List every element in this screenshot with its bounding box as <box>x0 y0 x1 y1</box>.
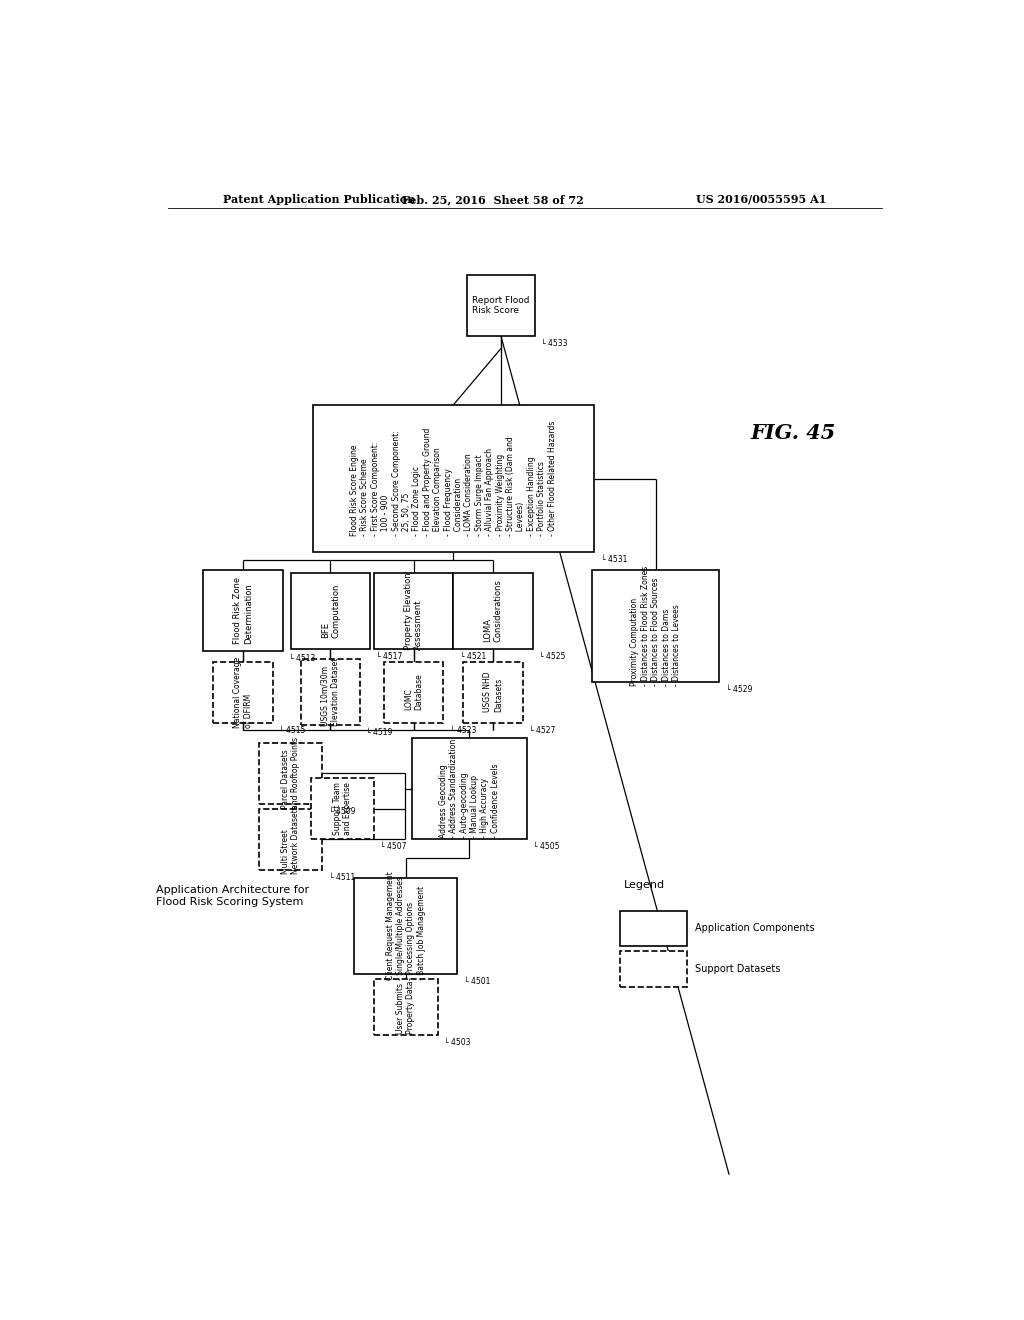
Text: USGS NHD
Datasets: USGS NHD Datasets <box>483 672 503 713</box>
Text: └ 4521: └ 4521 <box>460 652 486 661</box>
Text: └ 4501: └ 4501 <box>464 977 490 986</box>
Text: └ 4533: └ 4533 <box>541 339 567 348</box>
Text: User Submits
Property Data: User Submits Property Data <box>396 981 416 1034</box>
Text: National Coverage
of DFIRM: National Coverage of DFIRM <box>233 656 253 727</box>
Text: └ 4529: └ 4529 <box>726 685 752 694</box>
Bar <box>312 405 594 552</box>
Text: Legend: Legend <box>624 880 666 890</box>
Bar <box>204 570 283 651</box>
Bar <box>301 659 360 725</box>
Text: LOMC
Database: LOMC Database <box>404 673 423 710</box>
Bar <box>467 276 535 337</box>
Text: └ 4507: └ 4507 <box>380 842 407 851</box>
Bar <box>213 661 272 722</box>
Text: └ 4505: └ 4505 <box>534 842 560 851</box>
Text: LOMA
Considerations: LOMA Considerations <box>483 579 503 642</box>
Text: └ 4519: └ 4519 <box>367 729 393 737</box>
Bar <box>354 878 458 974</box>
Text: Client Request Management
- Single/Multiple Addresses
- Processing Options
- Bat: Client Request Management - Single/Multi… <box>386 871 426 981</box>
Text: └ 4511: └ 4511 <box>329 873 355 882</box>
Text: USGS 10m/30m
Elevation Dataset: USGS 10m/30m Elevation Dataset <box>321 657 340 726</box>
Text: └ 4527: └ 4527 <box>529 726 556 734</box>
Text: Feb. 25, 2016  Sheet 58 of 72: Feb. 25, 2016 Sheet 58 of 72 <box>402 194 584 205</box>
Text: Multi Street
Network Datasets: Multi Street Network Datasets <box>281 805 300 874</box>
Bar <box>463 661 523 722</box>
Text: └ 4513: └ 4513 <box>289 655 315 664</box>
Text: Proximity Computation
- Distances to Flood Risk Zones
- Distances to Flood Sourc: Proximity Computation - Distances to Flo… <box>631 566 681 686</box>
Bar <box>412 738 526 840</box>
Bar <box>310 779 374 840</box>
Bar <box>374 573 454 649</box>
Text: Parcel Datasets
and Rooftop Points: Parcel Datasets and Rooftop Points <box>281 738 300 809</box>
Text: FIG. 45: FIG. 45 <box>751 422 837 442</box>
Text: Application Components: Application Components <box>695 923 815 933</box>
Bar <box>291 573 370 649</box>
Text: └ 4523: └ 4523 <box>450 726 476 734</box>
Bar <box>384 661 443 722</box>
Text: Address Geocoding
- Address Standardization
- Auto-geocoding
- Manual Lookup
- H: Address Geocoding - Address Standardizat… <box>438 739 500 838</box>
Text: Flood Risk Zone
Determination: Flood Risk Zone Determination <box>233 577 253 644</box>
Bar <box>259 743 323 804</box>
Text: Application Architecture for
Flood Risk Scoring System: Application Architecture for Flood Risk … <box>156 886 309 907</box>
Text: Flood Risk Score Engine
- Risk Score Scheme
- First Score Component:
  100 - 900: Flood Risk Score Engine - Risk Score Sch… <box>350 421 557 536</box>
Text: └ 4525: └ 4525 <box>539 652 565 661</box>
Text: Patent Application Publication: Patent Application Publication <box>223 194 416 205</box>
Text: Property Elevation
Assessment: Property Elevation Assessment <box>404 572 423 649</box>
Text: └ 4531: └ 4531 <box>601 556 627 565</box>
Bar <box>259 809 323 870</box>
Text: Support Team
and Expertise: Support Team and Expertise <box>333 783 352 836</box>
Text: US 2016/0055595 A1: US 2016/0055595 A1 <box>696 194 826 205</box>
Text: Report Flood
Risk Score: Report Flood Risk Score <box>472 296 529 315</box>
Bar <box>592 570 719 682</box>
Bar <box>620 952 687 987</box>
Text: └ 4517: └ 4517 <box>377 652 402 661</box>
Text: └ 4503: └ 4503 <box>443 1038 470 1047</box>
Text: └ 4515: └ 4515 <box>280 726 305 734</box>
Bar <box>374 979 437 1035</box>
Bar <box>454 573 532 649</box>
Text: BFE
Computation: BFE Computation <box>321 583 340 638</box>
Text: Support Datasets: Support Datasets <box>695 964 780 974</box>
Bar <box>620 911 687 946</box>
Text: └ 4509: └ 4509 <box>329 807 355 816</box>
